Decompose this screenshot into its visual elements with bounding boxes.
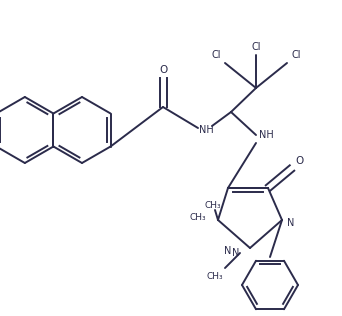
Text: Cl: Cl [291,50,301,60]
Text: N: N [287,218,294,228]
Text: N: N [224,246,232,256]
Text: NH: NH [259,130,274,140]
Text: CH₃: CH₃ [205,201,221,210]
Text: NH: NH [199,125,214,135]
Text: O: O [159,65,167,75]
Text: Cl: Cl [211,50,221,60]
Text: CH₃: CH₃ [206,272,223,281]
Text: N: N [232,248,240,258]
Text: CH₃: CH₃ [189,214,206,222]
Text: O: O [295,156,303,166]
Text: Cl: Cl [251,42,261,52]
